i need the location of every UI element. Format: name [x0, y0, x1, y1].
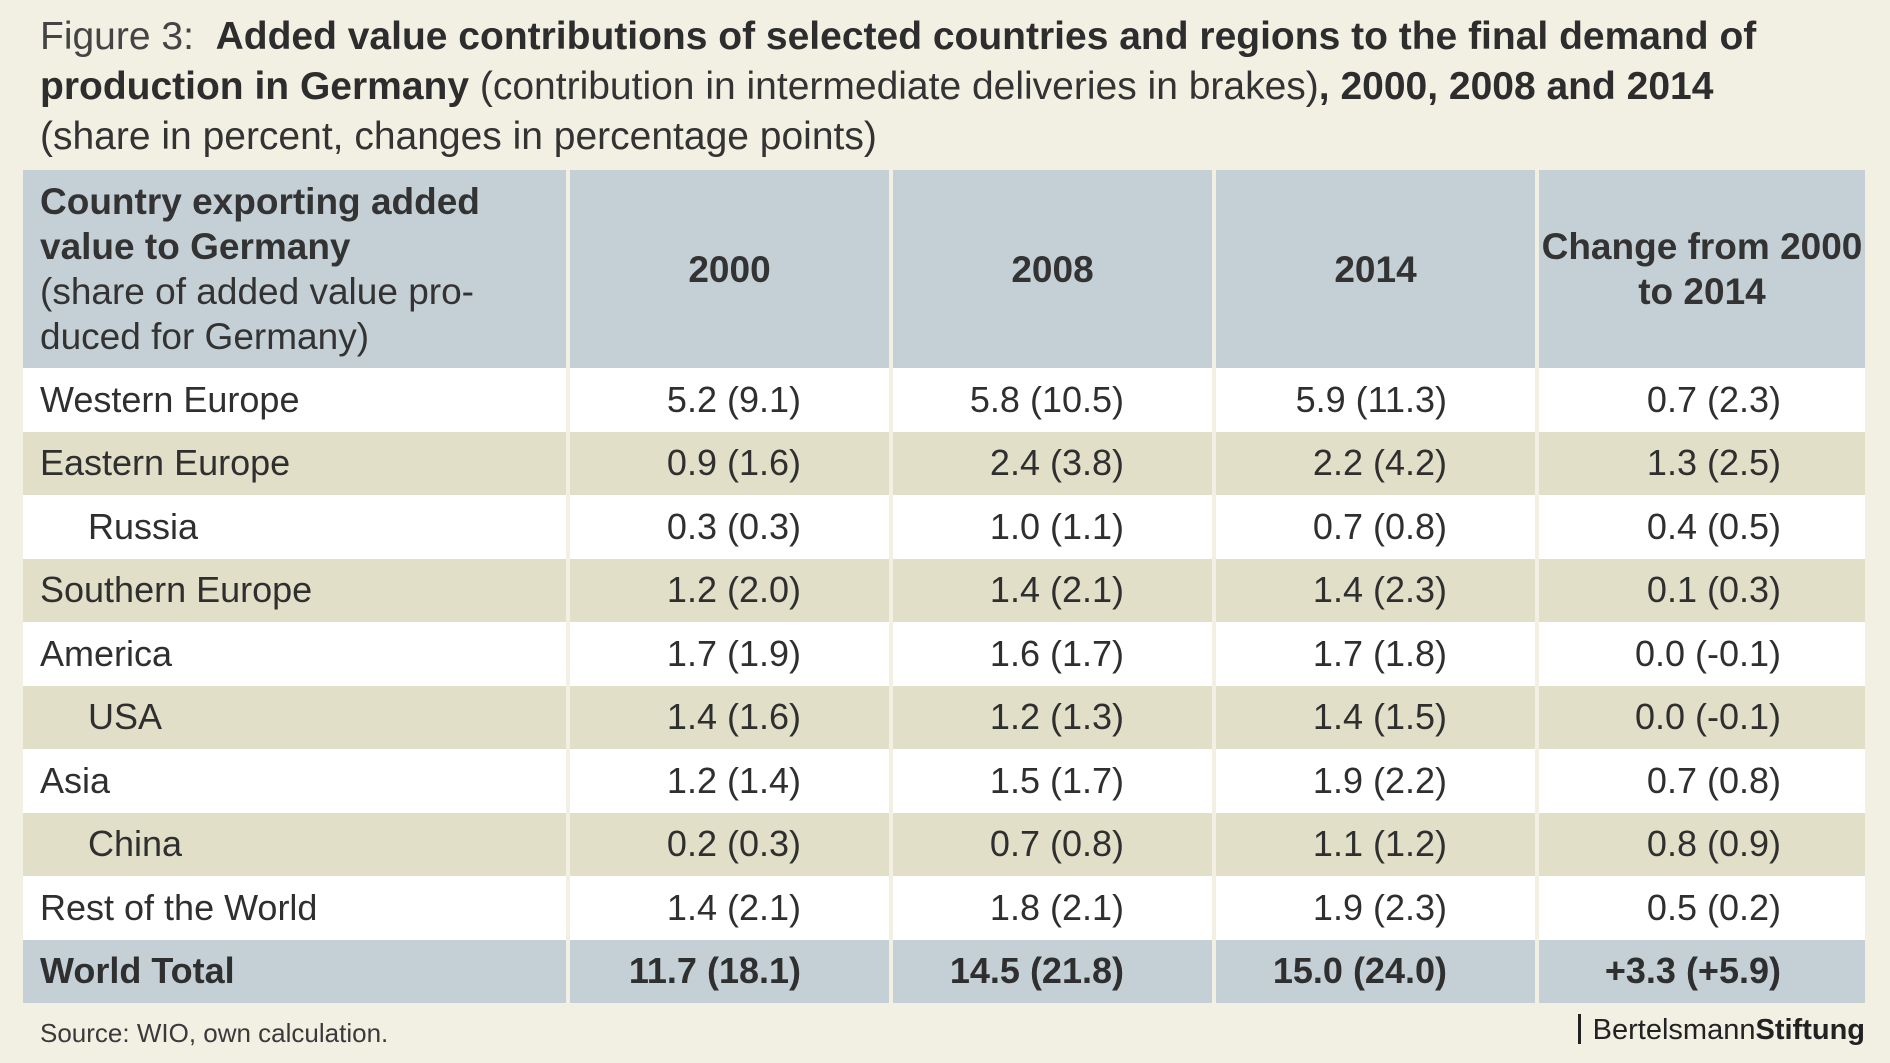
- header-2014: 2014: [1212, 170, 1537, 368]
- cell-value: 0.3 (0.3): [566, 495, 891, 559]
- cell-value: 0.9 (1.6): [566, 431, 891, 495]
- cell-value: 1.5 (1.7): [889, 749, 1214, 813]
- row-label: Southern Europe: [23, 558, 568, 622]
- row-label: World Total: [23, 939, 568, 1003]
- figure-label: Figure 3:: [40, 15, 194, 58]
- cell-value: 2.2 (4.2): [1212, 431, 1537, 495]
- cell-value: 1.2 (2.0): [566, 558, 891, 622]
- source-note: Source: WIO, own calculation.: [40, 1018, 389, 1048]
- cell-value: 1.7 (1.8): [1212, 622, 1537, 686]
- cell-value: 1.2 (1.3): [889, 685, 1214, 749]
- table-body: Western Europe 5.2 (9.1) 5.8 (10.5) 5.9 (11…: [23, 368, 1865, 1003]
- bertelsmann-logo: BertelsmannStiftung: [1577, 1014, 1865, 1047]
- cell-value: 1.4 (2.1): [889, 558, 1214, 622]
- cell-value: 0.7 (0.8): [1535, 749, 1865, 813]
- table-row: Russia 0.3 (0.3) 1.0 (1.1) 0.7 (0.8) 0.4 (0.…: [23, 495, 1865, 559]
- cell-value: 0.7 (0.8): [889, 812, 1214, 876]
- table-row: Rest of the World 1.4 (2.1) 1.8 (2.1) 1.9 (…: [23, 876, 1865, 940]
- table-row: Western Europe 5.2 (9.1) 5.8 (10.5) 5.9 (11…: [23, 368, 1865, 432]
- row-label: USA: [23, 685, 568, 749]
- cell-value: 1.4 (2.3): [1212, 558, 1537, 622]
- cell-value: 1.3 (2.5): [1535, 431, 1865, 495]
- table-row: USA 1.4 (1.6) 1.2 (1.3) 1.4 (1.5) 0.0 (-0.1): [23, 685, 1865, 749]
- table-row: Eastern Europe 0.9 (1.6) 2.4 (3.8) 2.2 (4.2…: [23, 431, 1865, 495]
- cell-value: 1.0 (1.1): [889, 495, 1214, 559]
- cell-value: 5.9 (11.3): [1212, 368, 1537, 432]
- cell-value: 0.5 (0.2): [1535, 876, 1865, 940]
- cell-value: 0.7 (0.8): [1212, 495, 1537, 559]
- cell-value: 0.2 (0.3): [566, 812, 891, 876]
- cell-value: 1.4 (1.6): [566, 685, 891, 749]
- cell-value: 11.7 (18.1): [566, 939, 891, 1003]
- header-country: Country exporting added value to Germany…: [23, 170, 568, 368]
- cell-value: 1.1 (1.2): [1212, 812, 1537, 876]
- cell-value: 0.7 (2.3): [1535, 368, 1865, 432]
- cell-value: 1.4 (1.5): [1212, 685, 1537, 749]
- cell-value: 1.4 (2.1): [566, 876, 891, 940]
- header-country-sub: (share of added value pro-duced for Germ…: [40, 271, 474, 357]
- cell-value: 15.0 (24.0): [1212, 939, 1537, 1003]
- data-table: Country exporting added value to Germany…: [23, 170, 1865, 1003]
- logo-regular: Bertelsmann: [1592, 1014, 1756, 1046]
- figure-subtitle: (share in percent, changes in percentage…: [40, 115, 877, 158]
- header-country-bold: Country exporting added value to Germany: [40, 181, 480, 267]
- cell-value: 1.6 (1.7): [889, 622, 1214, 686]
- row-label: Eastern Europe: [23, 431, 568, 495]
- logo-bar: [1577, 1014, 1581, 1044]
- table-row: America 1.7 (1.9) 1.6 (1.7) 1.7 (1.8) 0.0 (-…: [23, 622, 1865, 686]
- header-2008: 2008: [889, 170, 1214, 368]
- row-label: Russia: [23, 495, 568, 559]
- row-label: Western Europe: [23, 368, 568, 432]
- row-label: Asia: [23, 749, 568, 813]
- cell-value: 5.2 (9.1): [566, 368, 891, 432]
- header-row: Country exporting added value to Germany…: [23, 170, 1865, 368]
- title-bold-part2: , 2000, 2008 and 2014: [1318, 65, 1714, 108]
- cell-value: 1.7 (1.9): [566, 622, 891, 686]
- cell-value: 0.8 (0.9): [1535, 812, 1865, 876]
- row-label: America: [23, 622, 568, 686]
- cell-value: 0.0 (-0.1): [1535, 622, 1865, 686]
- cell-value: 5.8 (10.5): [889, 368, 1214, 432]
- cell-value: 1.2 (1.4): [566, 749, 891, 813]
- cell-value: +3.3 (+5.9): [1535, 939, 1865, 1003]
- cell-value: 0.0 (-0.1): [1535, 685, 1865, 749]
- table-row: China 0.2 (0.3) 0.7 (0.8) 1.1 (1.2) 0.8 (0.9…: [23, 812, 1865, 876]
- cell-value: 1.9 (2.2): [1212, 749, 1537, 813]
- cell-value: 1.9 (2.3): [1212, 876, 1537, 940]
- logo-bold: Stiftung: [1755, 1014, 1865, 1046]
- table-row: Asia 1.2 (1.4) 1.5 (1.7) 1.9 (2.2) 0.7 (0.8): [23, 749, 1865, 813]
- cell-value: 2.4 (3.8): [889, 431, 1214, 495]
- table-row: Southern Europe 1.2 (2.0) 1.4 (2.1) 1.4 (2.…: [23, 558, 1865, 622]
- title-bold-part1: Added value contributions of selected co…: [40, 15, 1757, 108]
- header-2000: 2000: [566, 170, 891, 368]
- figure-title: Figure 3: Added value contributions of s…: [40, 12, 1860, 162]
- cell-value: 1.8 (2.1): [889, 876, 1214, 940]
- title-normal-part: (contribution in intermediate deliveries…: [469, 65, 1319, 108]
- row-label: Rest of the World: [23, 876, 568, 940]
- row-label: China: [23, 812, 568, 876]
- cell-value: 14.5 (21.8): [889, 939, 1214, 1003]
- total-row: World Total 11.7 (18.1) 14.5 (21.8) 15.0 (2…: [23, 939, 1865, 1003]
- header-change: Change from 2000 to 2014: [1535, 170, 1865, 368]
- cell-value: 0.1 (0.3): [1535, 558, 1865, 622]
- cell-value: 0.4 (0.5): [1535, 495, 1865, 559]
